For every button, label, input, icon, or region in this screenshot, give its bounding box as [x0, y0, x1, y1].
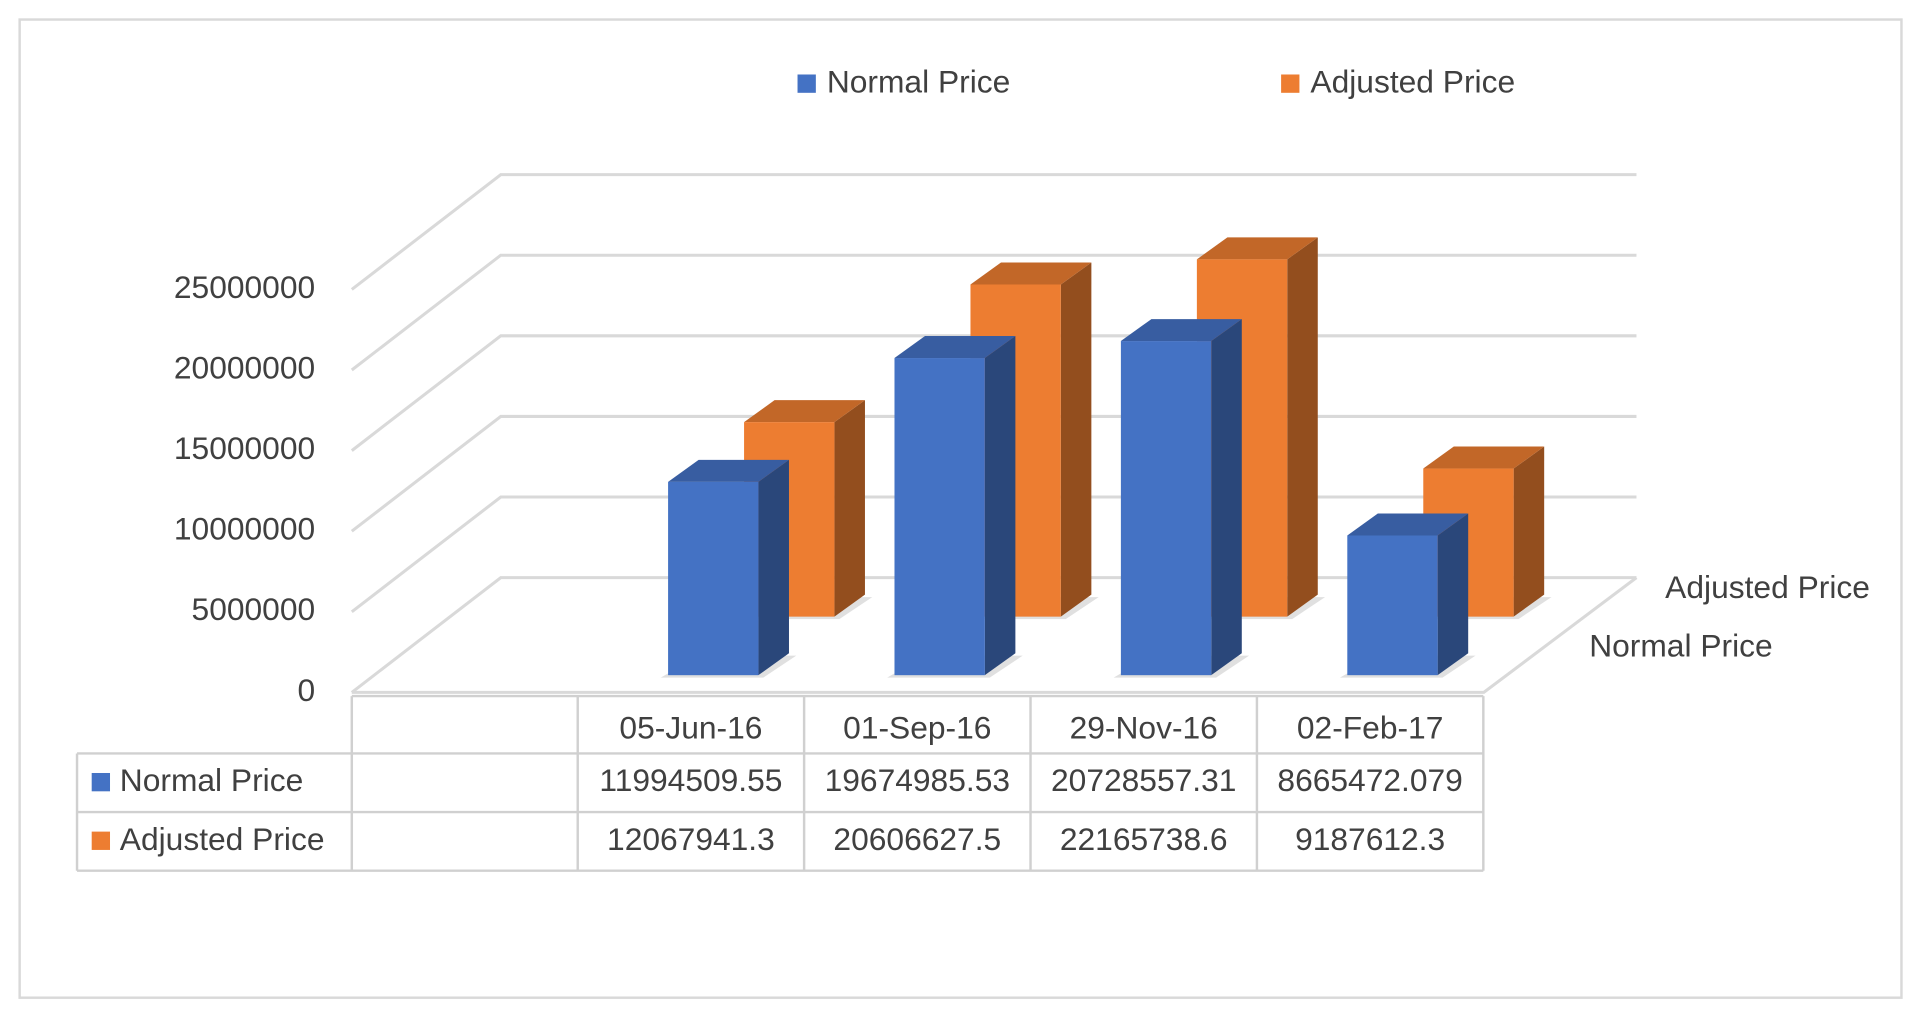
- y-tick-label: 15000000: [174, 430, 315, 466]
- y-tick-label: 20000000: [174, 349, 315, 385]
- bar: [668, 481, 759, 676]
- x-tick-label: 02-Feb-17: [1297, 710, 1444, 746]
- depth-label: Adjusted Price: [1665, 569, 1870, 605]
- bar-top: [744, 400, 865, 423]
- table-value: 22165738.6: [1060, 821, 1228, 857]
- table-value: 9187612.3: [1295, 821, 1445, 857]
- bar-side: [984, 336, 1016, 676]
- table-legend-swatch: [91, 772, 111, 792]
- bar-top: [1423, 446, 1545, 469]
- table-series-label: Normal Price: [120, 762, 303, 798]
- grid-line: [350, 173, 1637, 291]
- bar-side: [758, 459, 789, 676]
- bar: [1120, 341, 1212, 676]
- bar: [894, 358, 985, 676]
- bar-top: [1347, 513, 1469, 536]
- table-value: 11994509.55: [599, 762, 782, 798]
- bar-side: [1437, 513, 1469, 676]
- bar-side: [1513, 446, 1545, 617]
- bar-top: [1120, 319, 1242, 342]
- bar-side: [1060, 262, 1092, 617]
- y-tick-label: 25000000: [174, 269, 315, 305]
- floor-edge: [351, 576, 1638, 694]
- x-tick-label: 01-Sep-16: [843, 710, 991, 746]
- bar-side: [1287, 237, 1318, 617]
- bar-top: [668, 459, 789, 482]
- bar: [1347, 535, 1438, 676]
- bar-top: [1196, 237, 1318, 260]
- x-tick-label: 05-Jun-16: [619, 710, 762, 746]
- y-tick-label: 10000000: [174, 511, 315, 547]
- legend-label: Normal Price: [827, 64, 1010, 100]
- bar-side: [834, 400, 865, 617]
- y-tick-label: 5000000: [192, 591, 316, 627]
- table-value: 19674985.53: [825, 762, 1010, 798]
- x-tick-label: 29-Nov-16: [1070, 710, 1218, 746]
- table-value: 20606627.5: [833, 821, 1001, 857]
- bar-top: [970, 262, 1092, 285]
- legend-swatch: [797, 74, 816, 93]
- table-series-label: Adjusted Price: [120, 821, 325, 857]
- table-value: 12067941.3: [607, 821, 775, 857]
- y-tick-label: 0: [297, 672, 315, 708]
- bar-top: [894, 336, 1016, 359]
- legend-swatch: [1281, 74, 1300, 93]
- table-value: 20728557.31: [1051, 762, 1236, 798]
- table-legend-swatch: [91, 831, 111, 850]
- table-value: 8665472.079: [1277, 762, 1462, 798]
- depth-label: Normal Price: [1589, 628, 1772, 664]
- legend-label: Adjusted Price: [1310, 64, 1515, 100]
- bar-side: [1211, 319, 1242, 676]
